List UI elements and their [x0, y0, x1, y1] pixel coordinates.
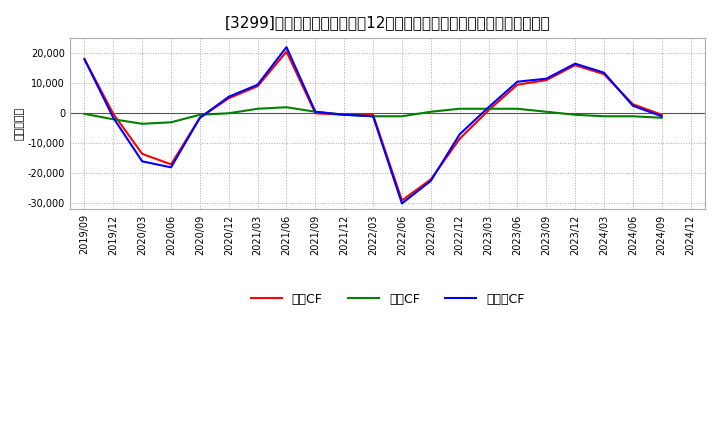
営業CF — [282, 49, 291, 54]
フリーCF — [542, 76, 551, 81]
営業CF — [629, 102, 637, 107]
投資CF — [253, 106, 262, 111]
営業CF — [369, 112, 377, 117]
フリーCF — [455, 132, 464, 137]
フリーCF — [657, 114, 666, 119]
投資CF — [340, 112, 348, 117]
投資CF — [167, 120, 176, 125]
フリーCF — [196, 115, 204, 121]
Line: 投資CF: 投資CF — [84, 107, 662, 124]
フリーCF — [311, 109, 320, 114]
フリーCF — [225, 94, 233, 99]
Line: 営業CF: 営業CF — [84, 51, 662, 201]
投資CF — [513, 106, 522, 111]
フリーCF — [485, 105, 493, 110]
営業CF — [196, 115, 204, 121]
営業CF — [167, 162, 176, 167]
Y-axis label: （百万円）: （百万円） — [15, 107, 25, 140]
フリーCF — [369, 114, 377, 119]
フリーCF — [282, 44, 291, 50]
投資CF — [455, 106, 464, 111]
Legend: 営業CF, 投資CF, フリーCF: 営業CF, 投資CF, フリーCF — [246, 288, 529, 311]
投資CF — [485, 106, 493, 111]
営業CF — [80, 56, 89, 62]
投資CF — [657, 115, 666, 121]
営業CF — [225, 95, 233, 101]
投資CF — [282, 105, 291, 110]
営業CF — [253, 84, 262, 89]
フリーCF — [340, 112, 348, 117]
フリーCF — [513, 79, 522, 84]
フリーCF — [167, 165, 176, 170]
Line: フリーCF: フリーCF — [84, 47, 662, 203]
営業CF — [542, 77, 551, 83]
投資CF — [109, 117, 117, 122]
営業CF — [397, 198, 406, 203]
フリーCF — [80, 56, 89, 62]
営業CF — [571, 62, 580, 68]
営業CF — [109, 111, 117, 117]
投資CF — [138, 121, 146, 126]
投資CF — [369, 114, 377, 119]
フリーCF — [397, 201, 406, 206]
フリーCF — [600, 70, 608, 75]
フリーCF — [109, 115, 117, 121]
投資CF — [80, 111, 89, 117]
営業CF — [513, 82, 522, 88]
フリーCF — [571, 61, 580, 66]
投資CF — [397, 114, 406, 119]
営業CF — [311, 110, 320, 116]
Title: [3299]　キャッシュフローの12か月移動合計の対前年同期増減額の推移: [3299] キャッシュフローの12か月移動合計の対前年同期増減額の推移 — [225, 15, 550, 30]
営業CF — [657, 112, 666, 117]
営業CF — [485, 108, 493, 113]
投資CF — [225, 110, 233, 116]
フリーCF — [253, 82, 262, 88]
営業CF — [455, 136, 464, 141]
営業CF — [138, 151, 146, 157]
投資CF — [426, 109, 435, 114]
フリーCF — [426, 178, 435, 183]
投資CF — [600, 114, 608, 119]
フリーCF — [629, 103, 637, 108]
投資CF — [571, 112, 580, 117]
投資CF — [542, 109, 551, 114]
投資CF — [629, 114, 637, 119]
営業CF — [340, 112, 348, 117]
営業CF — [600, 72, 608, 77]
フリーCF — [138, 159, 146, 164]
投資CF — [311, 109, 320, 114]
投資CF — [196, 112, 204, 117]
営業CF — [426, 177, 435, 182]
